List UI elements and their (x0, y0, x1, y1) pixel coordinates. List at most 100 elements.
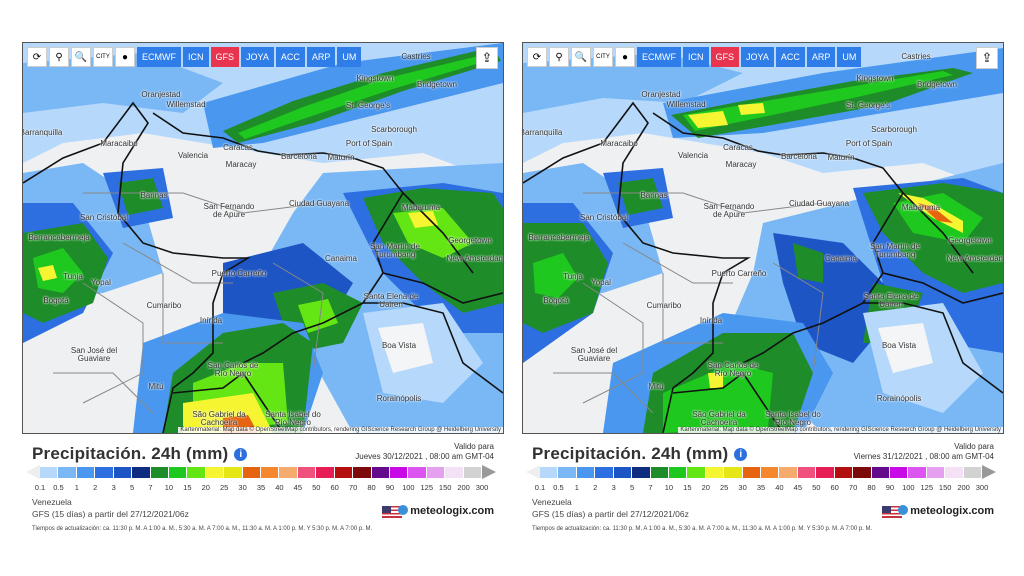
city-label[interactable]: Barinas (140, 191, 168, 200)
city-label[interactable]: Barcelona (780, 152, 818, 161)
city-label[interactable]: Canaima (824, 254, 858, 263)
city-label[interactable]: San Martin de Turumbang (370, 242, 420, 259)
share-icon[interactable]: ⇪ (476, 47, 498, 69)
zoom-icon[interactable]: 🔍 (571, 47, 591, 67)
city-label[interactable]: San Fernando de Apure (203, 202, 255, 219)
city-label[interactable]: Caracas (223, 143, 253, 152)
city-label[interactable]: Maracay (225, 160, 257, 169)
brand-logo[interactable]: meteologix.com (398, 505, 494, 517)
city-label[interactable]: Barrancabermeja (528, 233, 590, 242)
us-flag-icon[interactable] (882, 506, 902, 518)
city-label[interactable]: New Amsterdam (446, 254, 504, 263)
model-button-gfs[interactable]: GFS (210, 47, 240, 67)
model-button-arp[interactable]: ARP (306, 47, 336, 67)
info-icon[interactable]: i (234, 448, 248, 461)
city-label[interactable]: Ciudad Guayana (288, 199, 350, 208)
city-label[interactable]: São Gabriel da Cachoeira (692, 410, 746, 427)
precipitation-map[interactable]: ⟳ ⚲ 🔍 CITY ● ECMWF ICN GFS JOYA ACC ARP UM ⇪ Castries… (22, 42, 504, 434)
city-toggle-icon[interactable]: CITY (593, 47, 613, 67)
info-icon[interactable]: i (734, 448, 748, 461)
city-label[interactable]: Cumaribo (646, 301, 682, 310)
city-label[interactable]: Georgetown (948, 236, 992, 245)
zoom-icon[interactable]: 🔍 (71, 47, 91, 67)
city-label[interactable]: Bogotá (543, 296, 569, 305)
city-label[interactable]: Castries (901, 52, 931, 61)
city-label[interactable]: Santa Elena de Uairen (863, 292, 919, 309)
city-label[interactable]: Inírida (199, 316, 223, 325)
city-label[interactable]: San Carlos de Río Negro (707, 361, 759, 378)
city-label[interactable]: San José del Guaviare (70, 346, 118, 363)
model-button-arp[interactable]: ARP (806, 47, 836, 67)
city-label[interactable]: Mabaruma (901, 203, 941, 212)
city-label[interactable]: Tunja (563, 272, 583, 281)
model-button-icn[interactable]: ICN (183, 47, 209, 67)
city-label[interactable]: Barrancabermeja (28, 233, 90, 242)
city-label[interactable]: Yopal (591, 278, 611, 287)
city-label[interactable]: Maracaibo (100, 139, 138, 148)
model-button-ecmwf[interactable]: ECMWF (137, 47, 181, 67)
city-label[interactable]: San Cristóbal (79, 213, 129, 222)
city-label[interactable]: Castries (401, 52, 431, 61)
city-label[interactable]: Scarborough (871, 125, 917, 134)
city-label[interactable]: Canaima (324, 254, 358, 263)
city-label[interactable]: Barinas (640, 191, 668, 200)
precipitation-map[interactable]: ⟳ ⚲ 🔍 CITY ● ECMWF ICN GFS JOYA ACC ARP UM ⇪ Castries… (522, 42, 1004, 434)
model-button-icn[interactable]: ICN (683, 47, 709, 67)
city-label[interactable]: Kingstown (356, 74, 394, 83)
dot-toggle-icon[interactable]: ● (615, 47, 635, 67)
city-label[interactable]: Tunja (63, 272, 83, 281)
city-label[interactable]: Mitú (148, 382, 164, 391)
city-label[interactable]: Boa Vista (881, 341, 917, 350)
city-label[interactable]: Bridgetown (916, 80, 958, 89)
city-label[interactable]: Georgetown (448, 236, 492, 245)
city-label[interactable]: Port of Spain (845, 139, 893, 148)
brand-logo[interactable]: meteologix.com (898, 505, 994, 517)
city-label[interactable]: Caracas (723, 143, 753, 152)
share-icon[interactable]: ⇪ (976, 47, 998, 69)
city-label[interactable]: Barranquilla (22, 128, 63, 137)
refresh-icon[interactable]: ⟳ (527, 47, 547, 67)
city-label[interactable]: Willemstad (166, 100, 206, 109)
city-label[interactable]: Santa Isabel do Rio Negro (765, 410, 821, 427)
city-label[interactable]: San Cristóbal (579, 213, 629, 222)
model-button-acc[interactable]: ACC (775, 47, 805, 67)
model-button-joya[interactable]: JOYA (241, 47, 274, 67)
city-label[interactable]: San Martin de Turumbang (870, 242, 920, 259)
city-label[interactable]: Santa Isabel do Rio Negro (265, 410, 321, 427)
city-label[interactable]: São Gabriel da Cachoeira (192, 410, 246, 427)
location-pin-icon[interactable]: ⚲ (49, 47, 69, 67)
city-label[interactable]: St. George's (845, 101, 891, 110)
city-label[interactable]: Puerto Carreño (711, 269, 767, 278)
city-label[interactable]: Barranquilla (522, 128, 563, 137)
city-label[interactable]: Ciudad Guayana (788, 199, 850, 208)
city-label[interactable]: Maturín (827, 153, 855, 162)
city-label[interactable]: Bridgetown (416, 80, 458, 89)
city-label[interactable]: Inírida (699, 316, 723, 325)
city-label[interactable]: St. George's (345, 101, 391, 110)
city-label[interactable]: Mabaruma (401, 203, 441, 212)
refresh-icon[interactable]: ⟳ (27, 47, 47, 67)
model-button-um[interactable]: UM (837, 47, 862, 67)
model-button-um[interactable]: UM (337, 47, 362, 67)
city-label[interactable]: Port of Spain (345, 139, 393, 148)
city-label[interactable]: Mitú (648, 382, 664, 391)
city-label[interactable]: Kingstown (856, 74, 894, 83)
city-label[interactable]: Maracay (725, 160, 757, 169)
city-label[interactable]: Valencia (177, 151, 209, 160)
city-label[interactable]: Rorainópolis (876, 394, 922, 403)
city-label[interactable]: Maracaibo (600, 139, 638, 148)
city-label[interactable]: Valencia (677, 151, 709, 160)
city-label[interactable]: New Amsterdam (946, 254, 1004, 263)
city-label[interactable]: Santa Elena de Uairen (363, 292, 419, 309)
city-label[interactable]: Maturín (327, 153, 355, 162)
city-label[interactable]: Scarborough (371, 125, 417, 134)
city-label[interactable]: Bogotá (43, 296, 69, 305)
city-label[interactable]: Barcelona (280, 152, 318, 161)
model-button-joya[interactable]: JOYA (741, 47, 774, 67)
city-label[interactable]: Oranjestad (641, 90, 681, 99)
city-label[interactable]: Boa Vista (381, 341, 417, 350)
location-pin-icon[interactable]: ⚲ (549, 47, 569, 67)
city-label[interactable]: San Fernando de Apure (703, 202, 755, 219)
city-label[interactable]: Puerto Carreño (211, 269, 267, 278)
city-label[interactable]: Oranjestad (141, 90, 181, 99)
